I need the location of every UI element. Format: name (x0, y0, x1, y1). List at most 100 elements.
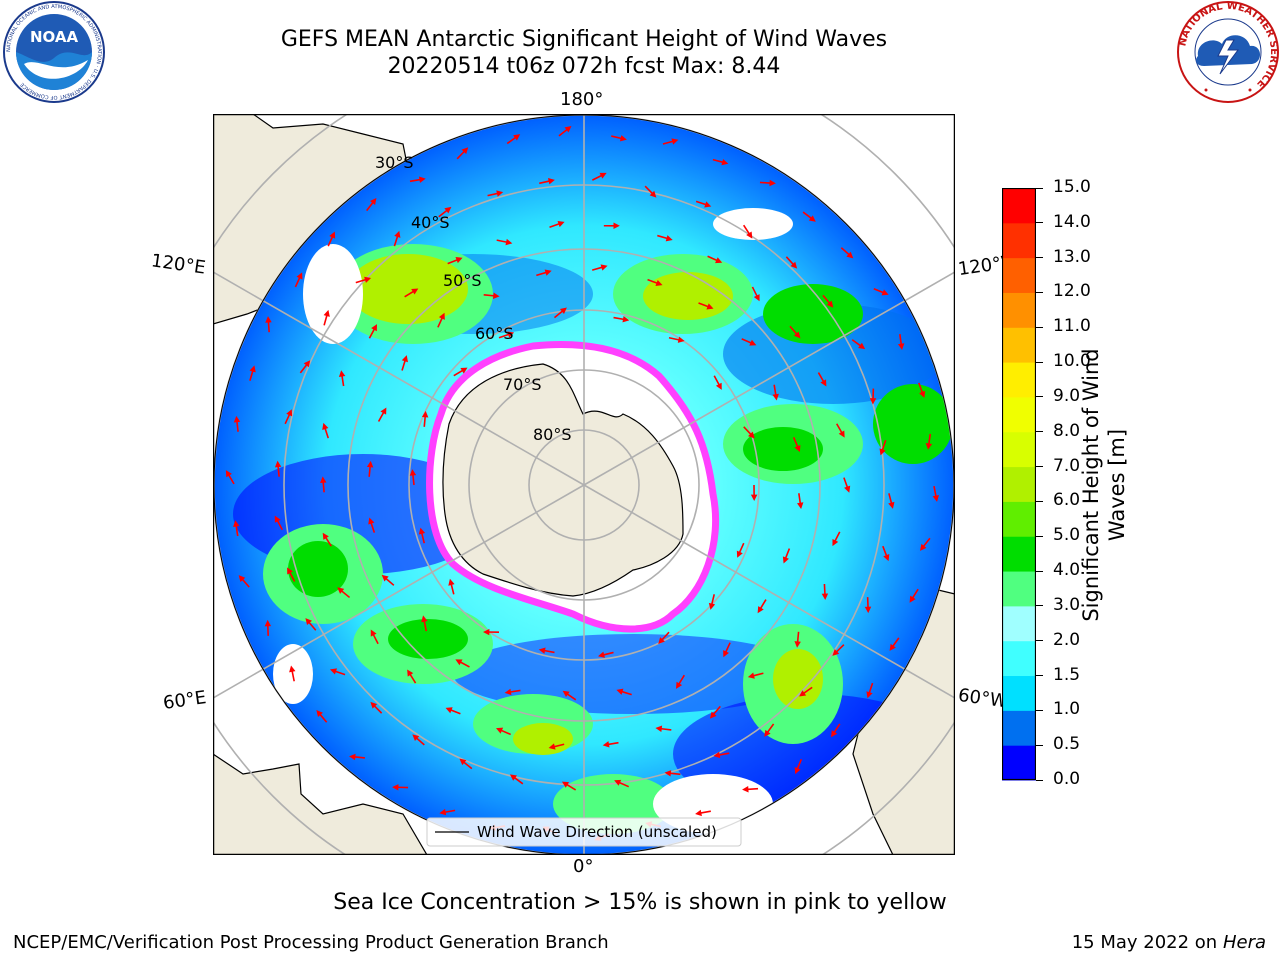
wave-arrow-head (772, 393, 779, 401)
wave-arrow-head (366, 460, 374, 468)
wave-arrow-head (323, 309, 330, 317)
wave-arrow-head (418, 176, 426, 183)
wave-arrow-head (797, 502, 804, 510)
wave-arrow-head (338, 370, 346, 377)
wave-arrow-head (564, 125, 572, 133)
lon-label-120w: 120°W (956, 252, 1006, 281)
wave-arrow-head (736, 550, 743, 558)
wave-arrow-head (704, 201, 712, 208)
wave-arrow-head (496, 727, 504, 734)
wave-arrow-head (455, 659, 463, 666)
wave-arrow-head (869, 398, 877, 405)
wave-arrow-head (793, 331, 801, 339)
colorbar-segment (1002, 327, 1036, 363)
wave-arrow-head (380, 407, 387, 415)
wave-arrow-head (826, 300, 834, 308)
wave-arrow-head (286, 409, 293, 417)
colorbar-label: Significant Height of Wind Waves [m] (1079, 348, 1129, 622)
colorbar-tick-label: 12.0 (1053, 281, 1091, 302)
colorbar-tick-mark (1036, 744, 1043, 746)
colorbar-segment (1002, 257, 1036, 293)
wave-arrow-head (846, 251, 854, 259)
colorbar-tick-mark (1036, 361, 1043, 363)
sea-ice-note: Sea Ice Concentration > 15% is shown in … (333, 890, 947, 915)
lat-label-70s: 70°S (503, 375, 542, 394)
colorbar-segment (1002, 466, 1036, 502)
colorbar-segment (1002, 745, 1036, 781)
colorbar-tick-mark (1036, 605, 1043, 607)
lon-label-180: 180° (560, 89, 604, 110)
wave-arrow-head (919, 390, 926, 398)
wave-arrow-head (747, 672, 755, 679)
noaa-logo: NATIONAL OCEANIC AND ATMOSPHERIC ADMINIS… (3, 1, 105, 103)
wave-arrow-head (614, 779, 622, 786)
wave-arrow-head (600, 264, 608, 271)
wave-arrow-head (559, 307, 567, 315)
wave-arrow-head (919, 543, 927, 551)
wave-arrow-head (925, 443, 933, 450)
wave-arrow-head (548, 743, 556, 750)
meridian-lines (213, 114, 955, 855)
wave-arrow-head (858, 342, 866, 350)
wave-arrow-head (264, 619, 272, 627)
wave-arrow-head (799, 690, 807, 697)
footer-date-text: 15 May 2022 on (1071, 932, 1218, 953)
colorbar-tick-label: 15.0 (1053, 177, 1091, 197)
colorbar-tick-label: 7.0 (1053, 455, 1081, 476)
wave-arrow-head (233, 415, 241, 423)
wave-arrow-head (831, 730, 838, 738)
wave-arrow-head (708, 602, 716, 610)
wave-arrow-head (782, 556, 789, 564)
wave-arrow-head (329, 668, 338, 675)
colorbar-tick-label: 6.0 (1053, 490, 1081, 511)
wave-arrow-head (821, 593, 829, 600)
wave-arrow-head (401, 355, 408, 363)
colorbar-tick-label: 13.0 (1053, 246, 1091, 267)
wave-arrow-head (723, 650, 729, 658)
lat-label-80s: 80°S (533, 425, 572, 444)
lat-label-60s: 60°S (475, 324, 514, 343)
wave-arrow-head (715, 257, 723, 264)
map-subtitle: 20220514 t06z 072h fcst Max: 8.44 (387, 54, 781, 79)
colorbar-segment (1002, 640, 1036, 677)
colorbar-tick-mark (1036, 257, 1043, 259)
wave-arrow-head (844, 485, 851, 493)
wave-arrow-head (444, 206, 452, 214)
colorbar-tick-mark (1036, 326, 1043, 328)
wave-arrow-head (715, 382, 722, 390)
wave-arrow-head (742, 786, 749, 793)
lon-label-60e: 60°E (161, 687, 208, 714)
wave-arrow-head (364, 276, 372, 283)
wave-arrow-head (225, 470, 232, 478)
wave-arrow-head (832, 649, 840, 656)
wave-arrow-head (348, 753, 356, 761)
wave-arrow-head (411, 288, 419, 295)
colorbar-tick-mark (1036, 431, 1043, 433)
wave-arrow-head (421, 410, 429, 418)
wave-arrow-head (492, 292, 500, 299)
wave-arrow-head (438, 312, 445, 320)
wave-arrow-head (613, 222, 620, 230)
wave-arrow-head (881, 289, 889, 296)
wave-arrow-head (418, 527, 426, 535)
wave-arrow-head (909, 595, 916, 603)
wave-arrow-head (677, 336, 685, 343)
wave-arrow-head (832, 538, 839, 547)
wave-arrow-head (713, 751, 721, 759)
wave-arrow-head (409, 469, 417, 476)
wave-arrow-head (287, 567, 293, 575)
wave-arrow-head (371, 324, 378, 332)
colorbar-tick-label: 14.0 (1053, 211, 1091, 232)
wave-arrow-head (320, 476, 327, 484)
colorbar-tick-label: 3.0 (1053, 594, 1081, 615)
wave-arrow-head (370, 629, 377, 637)
wave-arrow-head (421, 615, 428, 623)
wave-direction-arrows (225, 125, 940, 841)
wave-arrow-head (664, 770, 672, 777)
colorbar-segment (1002, 222, 1036, 259)
wave-arrow-head (461, 147, 469, 155)
colorbar-tick-label: 2.0 (1053, 629, 1081, 650)
wave-arrow-head (864, 606, 872, 614)
wave-arrow-head (561, 781, 570, 788)
wave-arrow-head (337, 587, 345, 594)
